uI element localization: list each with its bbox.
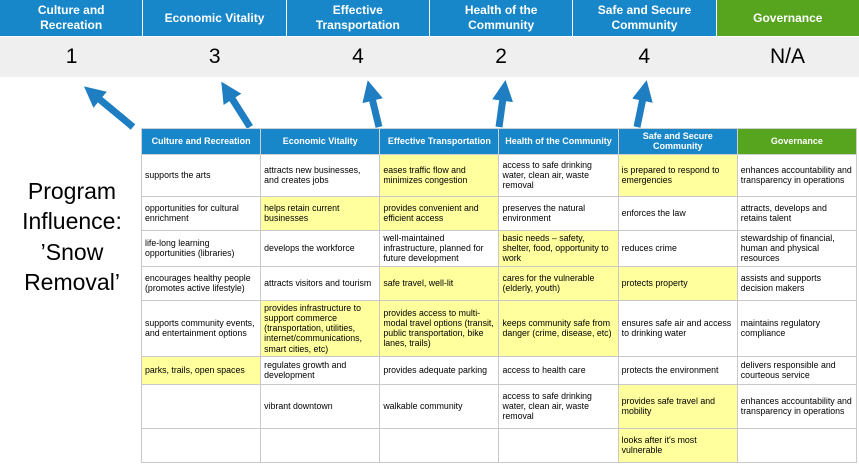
matrix-cell: provides infrastructure to support comme… [260, 299, 381, 357]
matrix-cell: looks after it's most vulnerable [617, 427, 738, 463]
matrix-header-effective-transportation: Effective Transportation [379, 128, 500, 155]
summary-header-health-of-the-community: Health of the Community [429, 0, 574, 36]
matrix-row-5: supports community events, and entertain… [140, 299, 858, 357]
matrix-row-7: vibrant downtown walkable community access… [140, 383, 858, 429]
arrow-icon [632, 80, 653, 128]
summary-header-governance: Governance [716, 0, 859, 36]
matrix-cell: enhances accountability and transparency… [736, 383, 858, 429]
matrix-header-culture-and-recreation: Culture and Recreation [140, 128, 262, 155]
matrix-cell [379, 427, 500, 463]
summary-score-safe-and-secure-community: 4 [638, 45, 651, 68]
matrix-header-health-of-the-community: Health of the Community [498, 128, 619, 155]
matrix-row-6: parks, trails, open spaces regulates grow… [140, 355, 858, 385]
matrix-cell [140, 383, 262, 429]
arrow-icon [492, 79, 514, 128]
matrix-cell: regulates growth and development [260, 355, 381, 385]
matrix-cell: life-long learning opportunities (librar… [140, 229, 262, 267]
summary-header-effective-transportation: Effective Transportation [286, 0, 430, 36]
matrix-row-8: looks after it's most vulnerable [140, 427, 858, 463]
matrix-cell: attracts new businesses, and creates job… [260, 153, 381, 197]
matrix-cell: opportunities for cultural enrichment [140, 195, 262, 231]
matrix-cell: assists and supports decision makers [736, 265, 858, 301]
matrix-cell [140, 427, 262, 463]
matrix-cell: parks, trails, open spaces [140, 355, 262, 385]
summary-score-row: 1 3 4 2 4 N/A [0, 37, 859, 77]
matrix-cell: supports the arts [140, 153, 262, 197]
matrix-cell: is prepared to respond to emergencies [617, 153, 738, 197]
matrix-row-3: life-long learning opportunities (librar… [140, 229, 858, 267]
matrix-cell: access to safe drinking water, clean air… [498, 383, 619, 429]
matrix-row-2: opportunities for cultural enrichment hel… [140, 195, 858, 231]
matrix-cell: access to health care [498, 355, 619, 385]
summary-header-culture-and-recreation: Culture and Recreation [0, 0, 144, 36]
matrix-cell: cares for the vulnerable (elderly, youth… [498, 265, 619, 301]
matrix-cell: develops the workforce [260, 229, 381, 267]
matrix-cell: eases traffic flow and minimizes congest… [379, 153, 500, 197]
arrow-icon [362, 80, 383, 128]
matrix-cell: attracts visitors and tourism [260, 265, 381, 301]
influence-matrix: Culture and Recreation Economic Vitality E… [140, 128, 858, 463]
matrix-cell: well-maintained infrastructure, planned … [379, 229, 500, 267]
matrix-cell: provides safe travel and mobility [617, 383, 738, 429]
matrix-cell: protects property [617, 265, 738, 301]
matrix-header-safe-and-secure-community: Safe and Secure Community [617, 128, 738, 155]
matrix-cell [498, 427, 619, 463]
matrix-cell: enhances accountability and transparency… [736, 153, 858, 197]
summary-header-row: Culture and Recreation Economic Vitality E… [0, 0, 859, 36]
matrix-header-row: Culture and Recreation Economic Vitality E… [140, 128, 858, 155]
matrix-cell: access to safe drinking water, clean air… [498, 153, 619, 197]
summary-score-effective-transportation: 4 [352, 45, 364, 68]
matrix-cell: stewardship of financial, human and phys… [736, 229, 858, 267]
matrix-cell [260, 427, 381, 463]
matrix-row-1: supports the arts attracts new businesses… [140, 153, 858, 197]
matrix-cell: vibrant downtown [260, 383, 381, 429]
matrix-cell: reduces crime [617, 229, 738, 267]
matrix-cell: helps retain current businesses [260, 195, 381, 231]
matrix-cell: maintains regulatory compliance [736, 299, 858, 357]
matrix-cell: provides access to multi-modal travel op… [379, 299, 500, 357]
matrix-cell: attracts, develops and retains talent [736, 195, 858, 231]
summary-score-governance: N/A [769, 45, 805, 68]
arrow-icon [221, 81, 253, 129]
matrix-cell: supports community events, and entertain… [140, 299, 262, 357]
matrix-cell: provides convenient and efficient access [379, 195, 500, 231]
summary-header-safe-and-secure-community: Safe and Secure Community [573, 0, 717, 36]
matrix-body: supports the arts attracts new businesses… [140, 153, 858, 463]
matrix-cell: walkable community [379, 383, 500, 429]
summary-score-economic-vitality: 3 [208, 45, 221, 68]
matrix-cell: encourages healthy people (promotes acti… [140, 265, 262, 301]
matrix-cell: delivers responsible and courteous servi… [736, 355, 858, 385]
matrix-cell: preserves the natural environment [498, 195, 619, 231]
matrix-cell: safe travel, well-lit [379, 265, 500, 301]
matrix-header-economic-vitality: Economic Vitality [260, 128, 381, 155]
matrix-cell [736, 427, 858, 463]
matrix-row-4: encourages healthy people (promotes acti… [140, 265, 858, 301]
page-title: Program Influence: ’Snow Removal’ [22, 178, 122, 296]
matrix-cell: keeps community safe from danger (crime,… [498, 299, 619, 357]
arrow-icon [83, 86, 136, 130]
matrix-head: Culture and Recreation Economic Vitality E… [140, 128, 858, 155]
matrix-cell: ensures safe air and access to drinking … [617, 299, 738, 357]
matrix-cell: enforces the law [617, 195, 738, 231]
summary-header-economic-vitality: Economic Vitality [143, 0, 287, 36]
summary-score-culture-and-recreation: 1 [65, 45, 78, 68]
matrix-cell: protects the environment [617, 355, 738, 385]
matrix-cell: provides adequate parking [379, 355, 500, 385]
influence-arrows [83, 79, 653, 130]
matrix-header-governance: Governance [736, 128, 858, 155]
summary-score-health-of-the-community: 2 [495, 45, 507, 68]
matrix-cell: basic needs – safety, shelter, food, opp… [498, 229, 619, 267]
